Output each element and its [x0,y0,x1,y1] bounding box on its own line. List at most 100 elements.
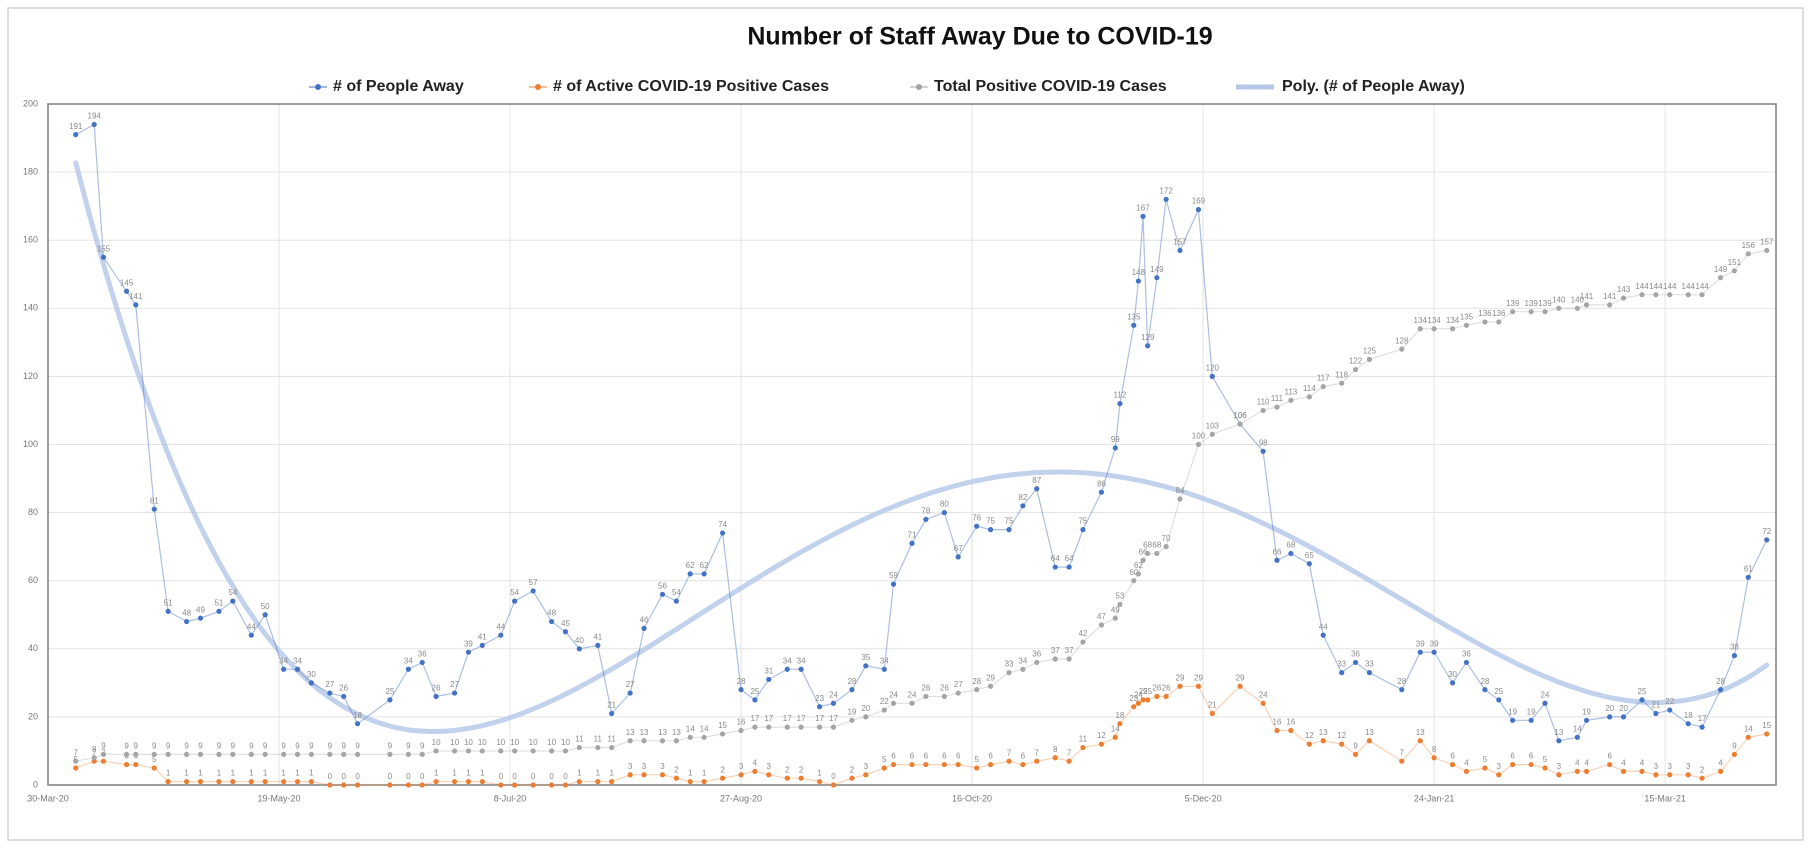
data-label: 51 [164,598,173,607]
data-label: 4 [1621,758,1626,767]
data-point [1117,601,1123,608]
data-label: 2 [674,765,679,774]
data-point [595,744,601,751]
data-label: 144 [1635,282,1649,291]
data-point [1463,322,1470,328]
data-point [1209,431,1215,437]
data-point [1574,305,1580,311]
data-label: 44 [496,622,505,631]
data-point [849,687,855,693]
data-label: 117 [1317,374,1330,383]
data-point [1556,772,1562,778]
data-label: 11 [594,735,603,744]
data-label: 48 [182,609,191,618]
data-label: 17 [1698,714,1707,723]
data-point [433,778,439,785]
data-point [1399,346,1405,352]
data-label: 61 [1744,564,1753,573]
data-label: 134 [1427,316,1441,325]
y-tick-label: 180 [23,166,38,176]
data-label: 99 [1111,435,1120,444]
data-point [1209,373,1215,379]
legend-label: Total Positive COVID-19 Cases [934,78,1167,95]
data-point [1066,758,1072,764]
data-point [498,748,504,754]
data-label: 1 [249,769,254,778]
data-point [1574,768,1580,774]
data-label: 34 [880,656,889,665]
data-label: 37 [1065,646,1074,655]
data-label: 1 [480,769,485,778]
data-label: 10 [432,738,441,747]
data-label: 100 [1192,432,1206,441]
data-point [1098,622,1105,628]
data-point [451,690,458,696]
data-label: 6 [956,752,961,761]
data-point [1764,247,1770,254]
data-label: 81 [150,496,159,505]
data-label: 26 [940,684,949,693]
data-point [1163,196,1169,202]
data-point [1496,697,1502,703]
data-label: 7 [1035,748,1040,757]
data-point [1339,670,1345,676]
data-label: 103 [1206,421,1220,430]
data-point [1154,693,1160,700]
data-label: 1 [309,769,314,778]
data-point [1080,527,1086,533]
data-point [1117,721,1123,727]
data-point [1745,574,1751,580]
data-label: 129 [1141,333,1155,342]
data-point [719,731,726,737]
data-point [1052,656,1058,662]
data-point [308,680,314,686]
data-point [1195,683,1202,689]
data-point [641,738,647,744]
data-point [830,782,837,788]
data-point [987,761,994,768]
data-point [1764,537,1770,543]
data-label: 6 [1529,752,1534,761]
data-label: 87 [1032,476,1041,485]
data-point [91,121,97,128]
data-label: 35 [861,653,870,662]
data-label: 34 [279,656,288,665]
data-point [816,778,823,785]
data-label: 41 [593,633,602,642]
data-point [479,778,485,785]
data-label: 28 [972,677,981,686]
data-label: 4 [1640,758,1645,767]
data-point [1607,714,1613,720]
x-tick-label: 30-Mar-20 [27,793,69,803]
data-label: 1 [452,769,457,778]
data-label: 25 [1494,687,1503,696]
data-point [784,724,790,730]
data-label: 144 [1695,282,1709,291]
data-label: 143 [1617,285,1631,294]
data-point [1154,550,1160,557]
data-label: 54 [672,588,681,597]
data-point [91,755,97,761]
data-label: 139 [1538,299,1552,308]
data-label: 56 [658,581,667,590]
y-tick-label: 100 [23,439,38,449]
data-point [881,666,887,672]
chart-title: Number of Staff Away Due to COVID-19 [747,23,1212,51]
data-label: 39 [1430,639,1439,648]
data-point [197,751,204,757]
data-label: 156 [1742,241,1756,250]
y-tick-label: 160 [23,235,38,245]
data-label: 46 [640,615,649,624]
y-tick-label: 60 [28,575,38,585]
data-label: 0 [512,772,517,781]
data-point [849,775,855,781]
data-label: 8 [1432,745,1437,754]
data-point [405,666,411,672]
legend-marker [916,84,922,90]
data-label: 28 [847,677,856,686]
data-point [890,581,897,587]
data-label: 22 [1665,697,1674,706]
data-label: 10 [547,738,556,747]
data-point [1496,319,1502,325]
data-point [909,540,915,546]
